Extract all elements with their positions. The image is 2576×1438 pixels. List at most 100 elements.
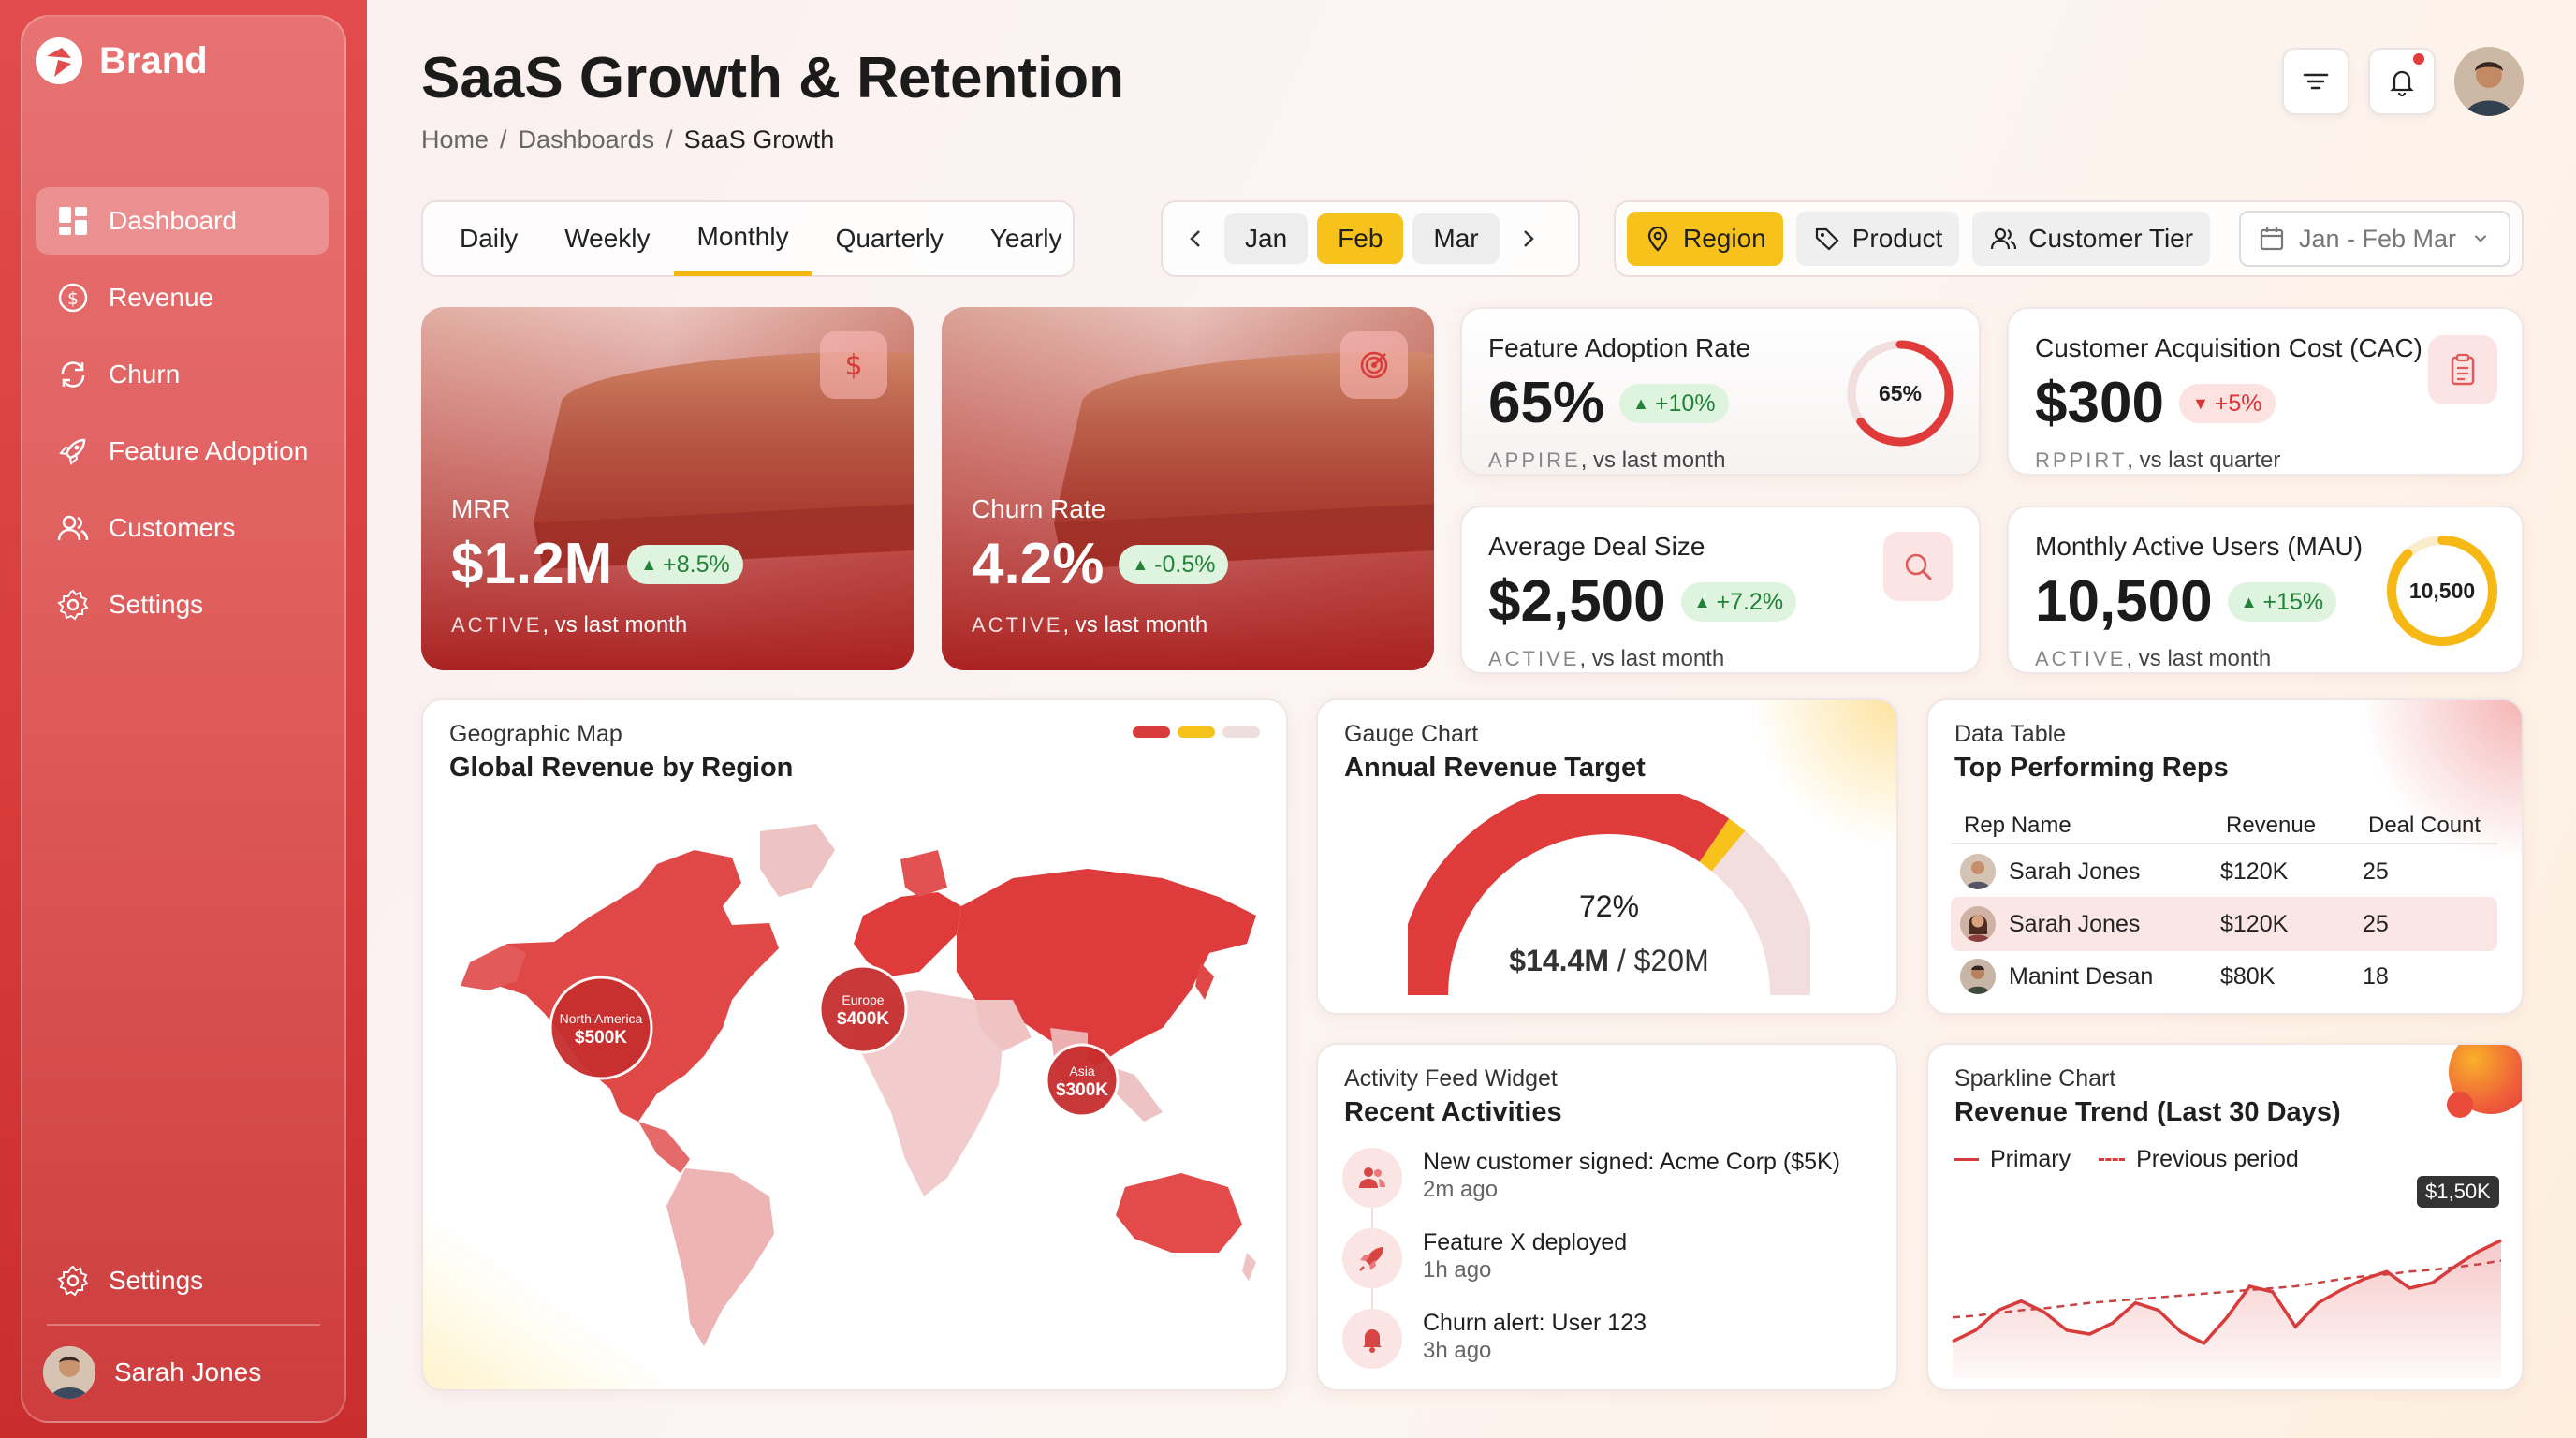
activity-item[interactable]: Feature X deployed 1h ago bbox=[1342, 1228, 1627, 1288]
cac-caption-suffix: , vs last quarter bbox=[2127, 448, 2281, 473]
clipboard-icon-badge bbox=[2428, 335, 2497, 404]
mrr-content: MRR $1.2M ▲ +8.5% ACTIVE, vs last month bbox=[451, 494, 743, 638]
dollar-icon-badge: $ bbox=[820, 331, 887, 399]
legend-previous[interactable]: Previous period bbox=[2099, 1146, 2299, 1173]
table-row[interactable]: Sarah Jones $120K 25 bbox=[1951, 897, 2497, 951]
tab-daily[interactable]: Daily bbox=[460, 224, 519, 253]
brand[interactable]: Brand bbox=[34, 36, 208, 86]
deal-size-card[interactable]: Average Deal Size $2,500 ▲ +7.2% ACTIVE, … bbox=[1460, 506, 1981, 674]
sidebar-user-name: Sarah Jones bbox=[114, 1357, 262, 1387]
sidebar-user[interactable]: Sarah Jones bbox=[43, 1346, 261, 1399]
filter-region[interactable]: Region bbox=[1627, 212, 1783, 266]
activity-item[interactable]: New customer signed: Acme Corp ($5K) 2m a… bbox=[1342, 1148, 1840, 1208]
cac-card[interactable]: Customer Acquisition Cost (CAC) $300 ▼ +5… bbox=[2007, 307, 2524, 476]
map-new-zealand bbox=[1242, 1253, 1256, 1281]
sidebar-item-revenue[interactable]: $ Revenue bbox=[36, 264, 329, 331]
churn-content: Churn Rate 4.2% ▲ -0.5% ACTIVE, vs last m… bbox=[972, 494, 1229, 638]
churn-card[interactable]: Churn Rate 4.2% ▲ -0.5% ACTIVE, vs last m… bbox=[942, 307, 1434, 670]
page-title: SaaS Growth & Retention bbox=[421, 46, 1124, 110]
filter-button[interactable] bbox=[2282, 48, 2349, 115]
gauge-title: Annual Revenue Target bbox=[1344, 753, 1646, 783]
table-row[interactable]: Sarah Jones $120K 25 bbox=[1951, 844, 2497, 899]
bubble-north-america[interactable]: North America $500K bbox=[549, 976, 653, 1080]
month-mar[interactable]: Mar bbox=[1412, 213, 1500, 264]
month-feb[interactable]: Feb bbox=[1317, 213, 1404, 264]
churn-delta-badge: ▲ -0.5% bbox=[1119, 545, 1229, 584]
month-jan[interactable]: Jan bbox=[1224, 213, 1309, 264]
gauge-tip bbox=[1699, 818, 1746, 872]
rep-deals: 18 bbox=[2363, 962, 2389, 990]
mau-ring-label: 10,500 bbox=[2409, 579, 2475, 603]
bubble-region-label: North America bbox=[560, 1011, 643, 1026]
sidebar-item-dashboard[interactable]: Dashboard bbox=[36, 187, 329, 255]
tab-weekly[interactable]: Weekly bbox=[564, 224, 651, 253]
date-range-select[interactable]: Jan - Feb Mar bbox=[2238, 211, 2510, 267]
deal-delta-badge: ▲ +7.2% bbox=[1680, 582, 1797, 622]
calendar-icon bbox=[2260, 227, 2284, 251]
prev-month-button[interactable] bbox=[1178, 220, 1215, 257]
sidebar-item-churn[interactable]: Churn bbox=[36, 341, 329, 408]
col-rep-name[interactable]: Rep Name bbox=[1964, 813, 2071, 838]
brand-name: Brand bbox=[99, 39, 208, 81]
bubble-europe[interactable]: Europe $400K bbox=[818, 964, 908, 1054]
svg-text:$: $ bbox=[67, 288, 79, 309]
map-alaska bbox=[461, 944, 526, 990]
tab-quarterly[interactable]: Quarterly bbox=[835, 224, 944, 253]
col-revenue[interactable]: Revenue bbox=[2226, 813, 2317, 838]
avatar bbox=[1960, 854, 1996, 889]
notifications-button[interactable] bbox=[2368, 48, 2436, 115]
adoption-content: Feature Adoption Rate 65% ▲ +10% APPIRE, … bbox=[1488, 333, 1750, 474]
tab-monthly[interactable]: Monthly bbox=[673, 201, 812, 276]
user-avatar[interactable] bbox=[2454, 47, 2524, 116]
gear-icon bbox=[57, 1265, 89, 1297]
breadcrumb-dashboards[interactable]: Dashboards bbox=[518, 125, 655, 154]
legend-label: Primary bbox=[1990, 1146, 2071, 1172]
breadcrumb-home[interactable]: Home bbox=[421, 125, 490, 154]
bubble-region-label: Europe bbox=[842, 992, 884, 1007]
activity-type-label: Activity Feed Widget bbox=[1344, 1065, 1558, 1092]
filter-customer-tier-label: Customer Tier bbox=[2028, 224, 2194, 253]
filter-product[interactable]: Product bbox=[1795, 212, 1960, 266]
activity-icon-badge bbox=[1342, 1148, 1402, 1208]
legend-primary[interactable]: Primary bbox=[1954, 1146, 2071, 1173]
map-greenland bbox=[760, 824, 835, 897]
tab-yearly[interactable]: Yearly bbox=[989, 224, 1062, 253]
mrr-card[interactable]: $ MRR $1.2M ▲ +8.5% ACTIVE, vs last month bbox=[421, 307, 914, 670]
adoption-delta-badge: ▲ +10% bbox=[1619, 384, 1729, 423]
avatar bbox=[1960, 906, 1996, 942]
next-month-button[interactable] bbox=[1509, 220, 1546, 257]
sidebar-item-settings-bottom[interactable]: Settings bbox=[36, 1247, 329, 1314]
rep-revenue: $120K bbox=[2220, 858, 2289, 885]
cac-value: $300 bbox=[2035, 371, 2164, 435]
breadcrumb: Home / Dashboards / SaaS Growth bbox=[421, 125, 834, 154]
rep-name: Sarah Jones bbox=[2009, 910, 2141, 937]
churn-caption: ACTIVE bbox=[972, 613, 1063, 637]
legend-swatch-low bbox=[1222, 726, 1260, 738]
mau-value: 10,500 bbox=[2035, 569, 2213, 634]
sparkline-previous-line bbox=[1952, 1259, 2502, 1319]
mrr-caption: ACTIVE bbox=[451, 613, 543, 637]
cac-delta-badge: ▼ +5% bbox=[2178, 384, 2276, 423]
feature-adoption-card[interactable]: Feature Adoption Rate 65% ▲ +10% APPIRE, … bbox=[1460, 307, 1981, 476]
users-icon bbox=[57, 515, 89, 541]
filter-customer-tier[interactable]: Customer Tier bbox=[1972, 212, 2211, 266]
mau-card[interactable]: Monthly Active Users (MAU) 10,500 ▲ +15% … bbox=[2007, 506, 2524, 674]
gauge-card: Gauge Chart Annual Revenue Target 72% $1… bbox=[1316, 698, 1898, 1015]
dollar-circle-icon: $ bbox=[58, 283, 88, 313]
sparkline-primary-line bbox=[1952, 1239, 2502, 1345]
adoption-ring-progress bbox=[1847, 340, 1954, 447]
table-row[interactable]: Manint Desan $80K 18 bbox=[1951, 949, 2497, 1004]
sidebar-item-feature-adoption[interactable]: Feature Adoption bbox=[36, 418, 329, 485]
bubble-asia[interactable]: Asia $300K bbox=[1045, 1043, 1120, 1118]
activity-item[interactable]: Churn alert: User 123 3h ago bbox=[1342, 1309, 1647, 1369]
col-deal-count[interactable]: Deal Count bbox=[2368, 813, 2481, 838]
month-selector: Jan Feb Mar bbox=[1161, 200, 1580, 277]
chevron-right-icon bbox=[1523, 230, 1534, 247]
activity-title: Recent Activities bbox=[1344, 1097, 1562, 1127]
activity-time: 1h ago bbox=[1423, 1257, 1492, 1283]
sidebar-item-customers[interactable]: Customers bbox=[36, 494, 329, 562]
rep-deals: 25 bbox=[2363, 858, 2389, 885]
map-pin-icon bbox=[1647, 226, 1668, 252]
sidebar-item-settings[interactable]: Settings bbox=[36, 571, 329, 638]
rep-revenue: $120K bbox=[2220, 910, 2289, 937]
